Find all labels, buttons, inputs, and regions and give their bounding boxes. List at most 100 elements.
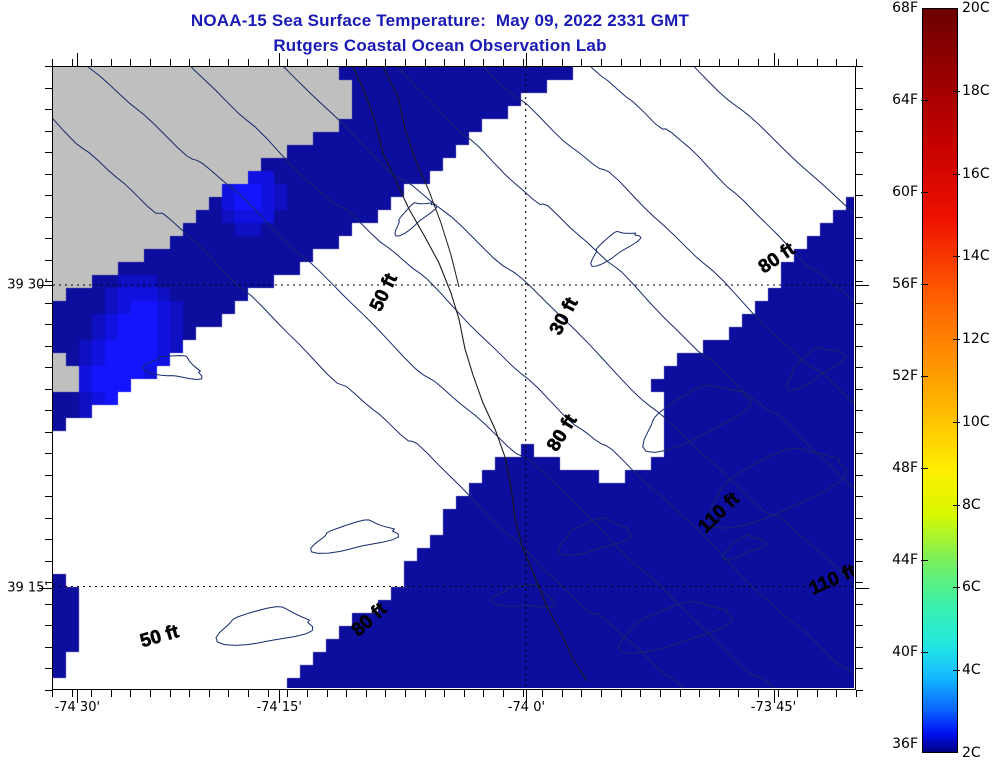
colorbar-tick bbox=[921, 375, 928, 377]
bathymetry-contour bbox=[590, 230, 642, 267]
colorbar-tick bbox=[921, 191, 928, 193]
x-minor-tick bbox=[208, 690, 210, 697]
x-minor-tick bbox=[797, 690, 799, 697]
x-minor-tick bbox=[169, 690, 171, 697]
bathymetry-contour bbox=[557, 517, 632, 556]
y-minor-tick bbox=[856, 474, 863, 476]
y-minor-tick bbox=[45, 66, 52, 67]
title-line-1: NOAA-15 Sea Surface Temperature: May 09,… bbox=[190, 11, 690, 30]
contour-depth-label: 80 ft bbox=[347, 598, 391, 641]
colorbar-tick bbox=[921, 283, 928, 285]
colorbar-tick bbox=[953, 504, 960, 506]
svg-text:50 ft: 50 ft bbox=[138, 621, 182, 652]
colorbar-celsius-label: 12C bbox=[962, 331, 990, 348]
x-minor-tick bbox=[522, 690, 524, 697]
x-minor-tick bbox=[150, 690, 152, 697]
y-minor-tick bbox=[45, 195, 52, 197]
x-minor-tick bbox=[130, 690, 132, 697]
x-minor-tick bbox=[71, 59, 73, 66]
colorbar-celsius-label: 20C bbox=[962, 0, 990, 16]
colorbar-tick bbox=[921, 467, 928, 469]
y-minor-tick bbox=[45, 324, 52, 326]
x-major-tick bbox=[526, 690, 528, 703]
y-minor-tick bbox=[45, 367, 52, 369]
x-major-tick bbox=[279, 53, 281, 66]
colorbar-tick bbox=[953, 90, 960, 92]
x-minor-tick bbox=[699, 690, 701, 697]
x-minor-tick bbox=[483, 690, 485, 697]
x-minor-tick bbox=[738, 59, 740, 66]
x-minor-tick bbox=[385, 59, 387, 66]
colorbar-celsius-label: 6C bbox=[962, 579, 981, 596]
x-minor-tick bbox=[169, 59, 171, 66]
x-minor-tick bbox=[228, 59, 230, 66]
y-minor-tick bbox=[45, 496, 52, 498]
x-minor-tick bbox=[130, 59, 132, 66]
contour-depth-label: 50 ft bbox=[366, 270, 403, 316]
x-minor-tick bbox=[757, 59, 759, 66]
x-minor-tick bbox=[542, 690, 544, 697]
colorbar bbox=[922, 8, 958, 753]
svg-text:50 ft: 50 ft bbox=[366, 270, 402, 315]
colorbar-gradient bbox=[922, 8, 958, 753]
bathymetry-contour bbox=[352, 67, 588, 682]
colorbar-celsius-label: 18C bbox=[962, 82, 990, 99]
y-minor-tick bbox=[856, 173, 863, 175]
y-minor-tick bbox=[45, 690, 52, 691]
y-minor-tick bbox=[45, 668, 52, 670]
title-block: NOAA-15 Sea Surface Temperature: May 09,… bbox=[0, 8, 880, 58]
x-minor-tick bbox=[444, 690, 446, 697]
y-minor-tick bbox=[45, 87, 52, 89]
x-minor-tick bbox=[228, 690, 230, 697]
x-minor-tick bbox=[620, 59, 622, 66]
y-minor-tick bbox=[45, 259, 52, 261]
x-minor-tick bbox=[52, 59, 53, 66]
x-minor-tick bbox=[659, 690, 661, 697]
colorbar-celsius-label: 16C bbox=[962, 165, 990, 182]
x-axis-label: -74 0' bbox=[507, 700, 546, 715]
colorbar-fahrenheit-label: 68F bbox=[892, 0, 918, 16]
x-minor-tick bbox=[659, 59, 661, 66]
x-minor-tick bbox=[816, 59, 818, 66]
x-minor-tick bbox=[365, 690, 367, 697]
x-minor-tick bbox=[248, 59, 250, 66]
x-axis-label: -74 30' bbox=[54, 700, 101, 715]
x-minor-tick bbox=[404, 59, 406, 66]
y-minor-tick bbox=[45, 152, 52, 154]
x-minor-tick bbox=[444, 59, 446, 66]
x-major-tick bbox=[773, 53, 775, 66]
svg-text:110 ft: 110 ft bbox=[806, 560, 854, 599]
colorbar-celsius-label: 10C bbox=[962, 413, 990, 430]
x-minor-tick bbox=[267, 59, 269, 66]
x-major-tick bbox=[526, 53, 528, 66]
y-minor-tick bbox=[856, 646, 863, 648]
x-minor-tick bbox=[856, 59, 857, 66]
x-minor-tick bbox=[346, 59, 348, 66]
bathymetry-contour bbox=[87, 67, 776, 688]
x-minor-tick bbox=[561, 690, 563, 697]
y-minor-tick bbox=[856, 302, 863, 304]
bathymetry-contour bbox=[642, 384, 752, 453]
bathymetry-contour bbox=[142, 355, 203, 381]
x-major-tick bbox=[77, 690, 79, 703]
bathymetry-contour bbox=[722, 534, 768, 561]
colorbar-tick bbox=[953, 587, 960, 589]
x-minor-tick bbox=[463, 690, 465, 697]
bathymetry-contour bbox=[590, 67, 854, 304]
x-minor-tick bbox=[640, 59, 642, 66]
x-minor-tick bbox=[836, 690, 838, 697]
bathymetry-contour bbox=[786, 347, 847, 391]
colorbar-tick bbox=[921, 559, 928, 561]
svg-text:110 ft: 110 ft bbox=[694, 488, 744, 537]
x-minor-tick bbox=[561, 59, 563, 66]
y-minor-tick bbox=[856, 582, 863, 584]
y-major-tick bbox=[39, 587, 52, 589]
x-minor-tick bbox=[306, 59, 308, 66]
colorbar-celsius-label: 14C bbox=[962, 248, 990, 265]
contour-depth-label: 80 ft bbox=[543, 410, 582, 455]
x-minor-tick bbox=[208, 59, 210, 66]
x-minor-tick bbox=[620, 690, 622, 697]
bathymetry-contour bbox=[396, 67, 854, 489]
y-minor-tick bbox=[856, 539, 863, 541]
